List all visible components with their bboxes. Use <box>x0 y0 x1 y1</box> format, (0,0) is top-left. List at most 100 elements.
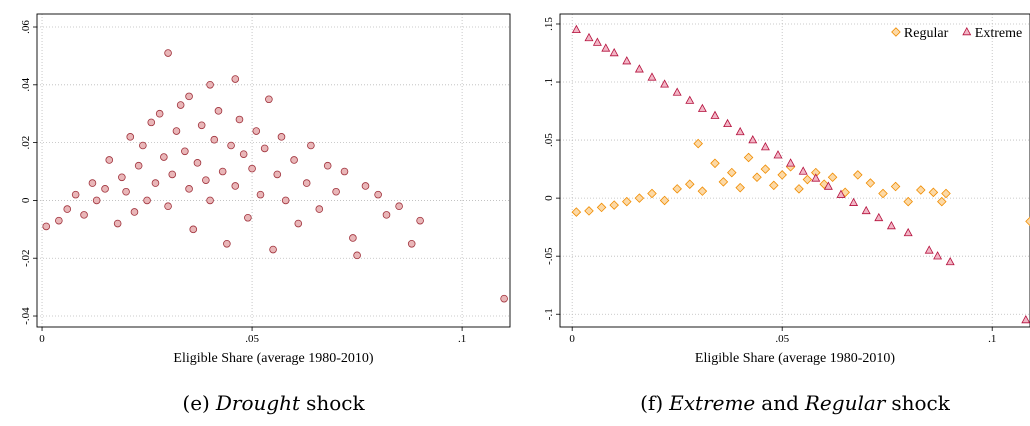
point <box>941 188 951 199</box>
point <box>273 170 282 179</box>
point <box>823 181 833 190</box>
point <box>416 216 424 225</box>
point <box>151 179 160 187</box>
point <box>584 32 594 42</box>
point <box>185 185 193 193</box>
legend-item: Extreme <box>962 26 1022 41</box>
point <box>231 75 240 83</box>
point <box>118 173 126 182</box>
legend-label: Regular <box>904 26 949 41</box>
point <box>101 185 109 193</box>
point <box>592 37 602 46</box>
point <box>122 187 130 196</box>
point <box>601 43 611 52</box>
point <box>891 27 901 37</box>
point <box>752 172 762 182</box>
point <box>139 141 147 150</box>
point <box>181 147 189 156</box>
point <box>235 115 244 124</box>
point <box>42 222 51 231</box>
point <box>294 219 303 228</box>
point <box>571 24 581 33</box>
point <box>672 87 682 96</box>
point <box>685 179 695 189</box>
y-tick-label: .02 <box>20 136 32 150</box>
point <box>1021 314 1030 324</box>
point <box>773 150 783 159</box>
point <box>63 205 72 213</box>
point <box>227 141 235 150</box>
x-axis-title: Eligible Share (average 1980-2010) <box>695 351 896 366</box>
y-tick-label: -.02 <box>20 250 32 267</box>
point <box>760 164 771 174</box>
point <box>609 200 619 210</box>
point <box>735 126 745 136</box>
point <box>71 190 80 199</box>
caption-part: shock <box>891 391 950 415</box>
point <box>622 196 632 207</box>
point <box>193 159 202 167</box>
chart-panel: -.1 -.05 0 .05 .1 .15 0 .05 .1 Eligible Share (av… <box>543 13 1030 415</box>
point <box>269 245 277 254</box>
point <box>202 176 210 184</box>
point <box>80 211 88 219</box>
point <box>260 144 269 153</box>
point <box>811 173 821 182</box>
point <box>798 166 808 175</box>
point <box>210 135 219 144</box>
point <box>584 206 594 216</box>
point <box>315 205 324 213</box>
point <box>223 239 231 248</box>
point <box>634 193 645 203</box>
point <box>710 158 720 169</box>
point <box>748 135 758 144</box>
point <box>874 212 884 222</box>
point <box>248 164 256 173</box>
point <box>827 172 838 182</box>
point <box>206 196 214 205</box>
x-tick-label: 0 <box>39 333 45 345</box>
y-tick-label: -.1 <box>543 308 555 320</box>
x-tick-label: .1 <box>458 333 466 345</box>
point <box>769 180 779 191</box>
point <box>937 196 947 207</box>
point <box>197 121 206 130</box>
point <box>647 188 657 199</box>
point <box>861 205 871 215</box>
x-tick-label: .1 <box>988 333 996 345</box>
point <box>849 197 859 206</box>
point <box>281 196 290 205</box>
point <box>571 207 582 217</box>
point <box>760 142 770 151</box>
plot-frame <box>559 13 1030 328</box>
point <box>647 72 657 81</box>
point <box>349 234 357 242</box>
point <box>189 225 198 234</box>
point <box>353 251 361 260</box>
legend-label: Extreme <box>975 26 1022 41</box>
point <box>382 211 391 219</box>
point <box>693 138 703 149</box>
y-tick-label: .05 <box>543 133 555 147</box>
point <box>697 186 708 196</box>
caption-part: (e) <box>182 391 209 415</box>
chart-panel: -.04 -.02 0 .02 .04 .06 0 .05 .1 Eligible Share (… <box>20 13 511 415</box>
point <box>265 95 273 104</box>
plot-frame <box>36 13 511 328</box>
caption-part: Regular <box>804 391 887 415</box>
point <box>307 141 315 150</box>
point <box>786 158 796 167</box>
point <box>126 133 135 141</box>
point <box>928 187 939 198</box>
caption: (f) Extreme and Regular shock <box>640 391 951 415</box>
point <box>723 118 733 128</box>
point <box>185 92 193 101</box>
point <box>361 182 370 190</box>
point <box>924 245 934 254</box>
y-tick-label: .15 <box>543 17 555 31</box>
point <box>332 187 340 196</box>
caption-part: Drought <box>215 391 301 415</box>
point <box>945 256 955 266</box>
point <box>374 190 382 199</box>
point <box>794 184 804 194</box>
